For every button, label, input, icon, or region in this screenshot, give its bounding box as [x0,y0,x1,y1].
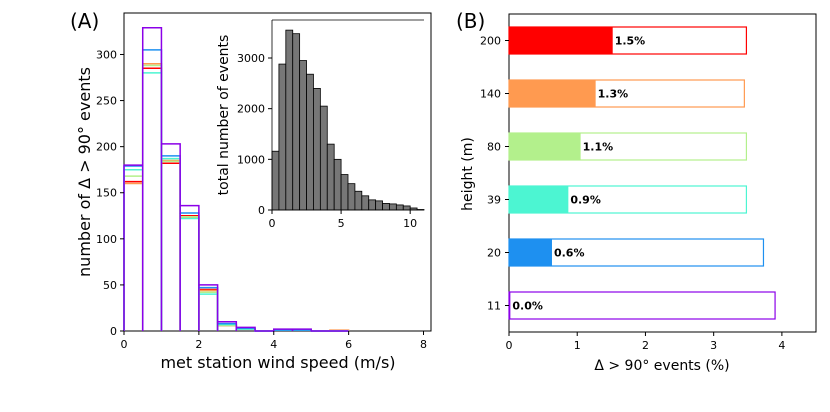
inset-y-ticks: 0 1000 2000 3000 [237,52,272,217]
inset-bar [292,33,301,211]
y-tick-label: 39 [487,194,501,207]
inset-x-tick-label: 0 [269,217,276,230]
y-tick-label: 250 [96,95,117,108]
data-label-140: 1.3% [598,88,629,101]
inset-x-ticks: 0 5 10 [269,210,417,230]
y-tick-label: 200 [480,35,501,48]
filled-bar-140 [509,80,596,107]
inset-bar [278,63,287,211]
inset-bar [306,73,314,211]
data-label-200: 1.5% [615,35,646,48]
data-label-11: 0.0% [512,300,543,313]
y-tick-label: 11 [487,300,501,313]
inset-bar [326,143,335,211]
x-tick-label: 4 [270,338,277,351]
panel-b-y-ticks: 11 20 39 80 140 200 [480,35,509,313]
x-tick-label: 1 [574,339,581,352]
inset-bar [340,174,349,211]
x-tick-label: 2 [195,338,202,351]
y-tick-label: 20 [487,247,501,260]
y-tick-label: 50 [103,279,117,292]
y-tick-label: 150 [96,187,117,200]
inset-x-tick-label: 10 [403,217,417,230]
x-tick-label: 3 [710,339,717,352]
inset-bar [333,158,342,211]
panel-b-y-label: height (m) [460,137,476,211]
filled-bar-20 [509,239,552,266]
y-tick-label: 100 [96,233,117,246]
panel-b-bar-group: 0.0% 0.6% 0.9% 1.1% 1.3% 1.5% [508,26,776,320]
y-tick-label: 0 [110,325,117,338]
inset-bar [382,203,390,211]
inset-bar [395,204,404,211]
inset-x-tick-label: 5 [338,217,345,230]
panel-a-x-label: met station wind speed (m/s) [160,353,395,372]
filled-bar-80 [509,133,581,160]
x-tick-label: 4 [778,339,785,352]
y-tick-label: 300 [96,48,117,61]
inset-y-tick-label: 0 [258,204,265,217]
inset-bar [402,205,411,211]
panel-a-x-ticks: 0 2 4 6 8 [121,331,427,351]
panel-a-y-label: number of Δ > 90° events [75,67,94,277]
filled-bar-11 [509,292,511,319]
panel-b-x-label: Δ > 90° events (%) [594,358,729,374]
panel-b-x-ticks: 0 1 2 3 4 [506,332,785,352]
inset-bar [354,190,363,211]
y-tick-label: 80 [487,141,501,154]
x-tick-label: 6 [345,338,352,351]
filled-bar-39 [509,186,569,213]
x-tick-label: 0 [506,339,513,352]
inset-bar [313,88,321,211]
filled-bar-200 [509,27,613,54]
inset-bar [299,60,307,211]
inset-bar [389,203,397,211]
inset-bar [361,195,370,211]
data-label-20: 0.6% [554,247,585,260]
panel-a-label: (A) [70,9,99,33]
y-tick-label: 200 [96,141,117,154]
panel-b-label: (B) [456,9,485,33]
x-tick-label: 0 [121,338,128,351]
inset-bars [271,29,425,211]
data-label-39: 0.9% [570,194,601,207]
inset-bar [285,29,294,211]
y-tick-label: 140 [480,88,501,101]
x-tick-label: 2 [642,339,649,352]
inset-bar [271,150,280,211]
inset-bar [368,199,377,211]
data-label-80: 1.1% [583,141,614,154]
panel-b-frame [508,13,817,333]
inset-bar [319,105,328,211]
outline-bar-11 [508,291,776,320]
inset-y-tick-label: 1000 [237,153,265,166]
panel-a-series-group [123,26,350,332]
panel-a-y-ticks: 0 50 100 150 200 250 300 [96,48,124,338]
inset-bar [347,183,356,211]
inset-y-tick-label: 3000 [237,52,265,65]
x-tick-label: 8 [420,338,427,351]
inset-histogram: 0 5 10 0 1000 2000 3000 total number of event… [216,19,425,230]
inset-y-tick-label: 2000 [237,103,265,116]
inset-y-label: total number of events [216,35,232,196]
inset-bar [375,200,383,211]
